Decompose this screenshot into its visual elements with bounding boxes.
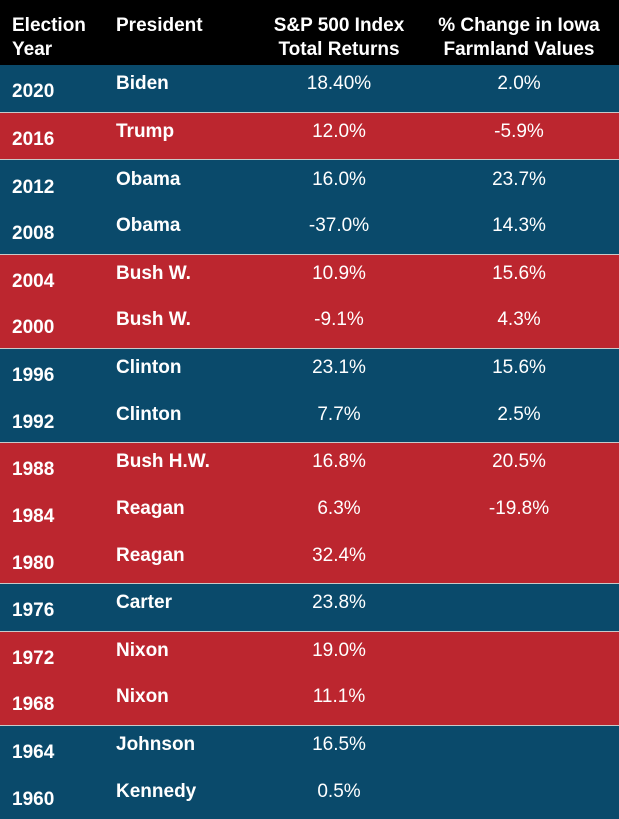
header-year-line2: Year — [12, 39, 53, 60]
table-row: 1964 Johnson 16.5% — [0, 726, 619, 773]
president-cell: Nixon — [116, 686, 169, 708]
table-row: 1980 Reagan 32.4% — [0, 536, 619, 583]
table-body: 2020 Biden 18.40% 2.0% 2016 Trump 12.0% -5.9% 20… — [0, 65, 619, 819]
sp500-cell: 7.7% — [317, 403, 361, 425]
table-row: 1960 Kennedy 0.5% — [0, 772, 619, 819]
header-farmland: % Change in Iowa Farmland Values — [419, 0, 619, 65]
sp500-cell: -9.1% — [314, 309, 364, 331]
sp500-cell: 16.0% — [312, 168, 366, 190]
table-row: 1996 Clinton 23.1% 15.6% — [0, 349, 619, 396]
year-cell: 1960 — [12, 788, 55, 810]
sp500-cell: 16.5% — [312, 734, 366, 756]
year-cell: 2012 — [12, 176, 55, 198]
header-sp-line1: S&P 500 Index — [273, 15, 405, 36]
header-election-year: Election Year — [0, 0, 104, 65]
year-cell: 2004 — [12, 270, 55, 292]
year-cell: 1996 — [12, 365, 55, 387]
table-row: 2020 Biden 18.40% 2.0% — [0, 65, 619, 112]
year-cell: 2008 — [12, 223, 55, 245]
table-row: 2000 Bush W. -9.1% 4.3% — [0, 301, 619, 348]
farmland-cell: 2.0% — [497, 73, 541, 95]
year-cell: 2000 — [12, 317, 55, 339]
sp500-cell: 10.9% — [312, 262, 366, 284]
farmland-cell: 15.6% — [492, 357, 546, 379]
header-year-line1: Election — [12, 15, 86, 36]
president-cell: Bush W. — [116, 309, 191, 331]
header-sp500: S&P 500 Index Total Returns — [259, 0, 419, 65]
president-cell: Trump — [116, 120, 175, 142]
president-cell: Obama — [116, 168, 181, 190]
sp500-cell: 23.8% — [312, 592, 366, 614]
table-row: 2004 Bush W. 10.9% 15.6% — [0, 255, 619, 302]
president-cell: Clinton — [116, 403, 182, 425]
year-cell: 1988 — [12, 459, 55, 481]
farmland-cell: -5.9% — [494, 120, 544, 142]
farmland-cell: 23.7% — [492, 168, 546, 190]
president-cell: Nixon — [116, 639, 169, 661]
header-farm-line1: % Change in Iowa — [438, 15, 600, 36]
sp500-cell: -37.0% — [308, 215, 370, 237]
president-cell: Clinton — [116, 357, 182, 379]
farmland-cell: 14.3% — [492, 215, 546, 237]
farmland-cell: 4.3% — [497, 309, 541, 331]
sp500-cell: 18.40% — [306, 73, 372, 95]
sp500-cell: 11.1% — [312, 686, 366, 708]
header-president-label: President — [116, 15, 203, 36]
sp500-cell: 19.0% — [312, 639, 366, 661]
table-row: 2008 Obama -37.0% 14.3% — [0, 207, 619, 254]
party-group: 2016 Trump 12.0% -5.9% — [0, 111, 619, 160]
year-cell: 1992 — [12, 411, 55, 433]
party-group: 1996 Clinton 23.1% 15.6% 1992 Clinton 7.7% 2.5% — [0, 347, 619, 442]
table-header: Election Year President S&P 500 Index To… — [0, 0, 619, 65]
sp500-cell: 12.0% — [312, 120, 366, 142]
table-row: 1968 Nixon 11.1% — [0, 678, 619, 725]
table-row: 1972 Nixon 19.0% — [0, 632, 619, 679]
farmland-cell: 20.5% — [492, 451, 546, 473]
party-group: 2012 Obama 16.0% 23.7% 2008 Obama -37.0% 14.3% — [0, 159, 619, 254]
president-cell: Reagan — [116, 497, 185, 519]
sp500-cell: 23.1% — [312, 357, 366, 379]
table-row: 1984 Reagan 6.3% -19.8% — [0, 490, 619, 537]
year-cell: 1972 — [12, 647, 55, 669]
party-group: 1964 Johnson 16.5% 1960 Kennedy 0.5% — [0, 724, 619, 819]
president-cell: Reagan — [116, 544, 185, 566]
year-cell: 1964 — [12, 742, 55, 764]
president-cell: Carter — [116, 592, 172, 614]
president-cell: Kennedy — [116, 780, 197, 802]
year-cell: 2016 — [12, 128, 55, 150]
year-cell: 1976 — [12, 600, 55, 622]
party-group: 1972 Nixon 19.0% 1968 Nixon 11.1% — [0, 630, 619, 725]
table-row: 2016 Trump 12.0% -5.9% — [0, 113, 619, 160]
president-cell: Johnson — [116, 734, 196, 756]
table-row: 2012 Obama 16.0% 23.7% — [0, 160, 619, 207]
sp500-cell: 32.4% — [312, 544, 366, 566]
header-farm-line2: Farmland Values — [443, 39, 595, 60]
sp500-cell: 6.3% — [317, 497, 361, 519]
sp500-cell: 16.8% — [312, 451, 366, 473]
farmland-cell: -19.8% — [488, 497, 550, 519]
table-row: 1992 Clinton 7.7% 2.5% — [0, 395, 619, 442]
party-group: 1976 Carter 23.8% — [0, 582, 619, 631]
year-cell: 1980 — [12, 552, 55, 574]
year-cell: 1968 — [12, 694, 55, 716]
table-row: 1988 Bush H.W. 16.8% 20.5% — [0, 443, 619, 490]
year-cell: 2020 — [12, 81, 55, 103]
president-cell: Obama — [116, 215, 181, 237]
farmland-cell: 2.5% — [497, 403, 541, 425]
header-sp-line2: Total Returns — [278, 39, 400, 60]
president-cell: Biden — [116, 73, 169, 95]
year-cell: 1984 — [12, 505, 55, 527]
farmland-cell: 15.6% — [492, 262, 546, 284]
president-cell: Bush H.W. — [116, 451, 210, 473]
header-president: President — [104, 0, 259, 65]
table-row: 1976 Carter 23.8% — [0, 584, 619, 631]
president-cell: Bush W. — [116, 262, 191, 284]
sp500-cell: 0.5% — [317, 780, 361, 802]
party-group: 2004 Bush W. 10.9% 15.6% 2000 Bush W. -9.1% 4.3… — [0, 253, 619, 348]
party-group: 1988 Bush H.W. 16.8% 20.5% 1984 Reagan 6.3% -19… — [0, 442, 619, 583]
party-group: 2020 Biden 18.40% 2.0% — [0, 65, 619, 112]
